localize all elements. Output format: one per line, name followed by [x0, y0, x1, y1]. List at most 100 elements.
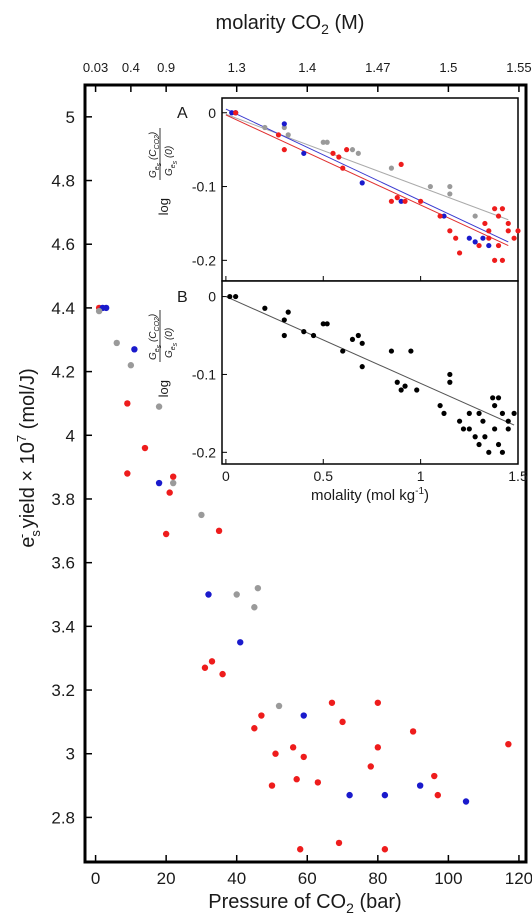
data-point: [170, 473, 177, 480]
inset-data-point: [466, 426, 472, 432]
inset-data-point: [437, 402, 443, 409]
data-point: [289, 744, 297, 751]
data-point: [293, 776, 300, 783]
data-point: [381, 846, 389, 853]
data-point: [198, 511, 205, 519]
inset-a-panel-label: A: [177, 105, 188, 122]
svg-text:Ges (0): Ges (0): [164, 146, 179, 176]
inset-data-point: [427, 183, 433, 190]
data-point: [102, 304, 110, 312]
inset-data-point: [398, 161, 404, 168]
data-point: [170, 479, 177, 487]
inset-data-point: [340, 165, 346, 171]
y-tick-label: 3.8: [51, 490, 75, 509]
x-tick-label: 60: [298, 869, 317, 888]
data-point: [141, 444, 149, 452]
inset-data-point: [388, 198, 395, 204]
inset-b-axes: 0 -0.1 -0.2 0 0.5 1 1.5: [192, 289, 528, 484]
inset-data-point: [408, 348, 414, 354]
data-point: [339, 718, 346, 726]
inset-a-points: [225, 108, 521, 263]
inset-data-point: [301, 150, 307, 156]
inset-data-point: [402, 383, 408, 389]
top-tick-label: 0.4: [122, 60, 140, 75]
inset-data-point: [359, 340, 365, 346]
inset-data-point: [301, 329, 307, 335]
inset-data-point: [460, 426, 467, 432]
inset-x-tick-label: 0: [222, 468, 230, 484]
data-point: [300, 753, 307, 761]
top-axis: 0.03 0.4 0.9 1.3 1.4 1.47 1.5 1.55: [83, 60, 532, 92]
top-tick-label: 1.5: [439, 60, 457, 75]
inset-data-point: [456, 250, 463, 256]
inset-b-panel-label: B: [177, 289, 188, 306]
x-tick-label: 120: [505, 869, 532, 888]
data-point: [215, 527, 223, 535]
x-tick-label: 40: [227, 869, 246, 888]
inset-data-point: [281, 124, 287, 131]
data-point: [205, 591, 212, 598]
main-points: [95, 304, 512, 853]
inset-data-point: [492, 426, 498, 432]
top-tick-label: 1.4: [298, 60, 316, 75]
data-point: [162, 530, 170, 538]
y-tick-label: 4.8: [51, 172, 75, 191]
inset-data-point: [495, 213, 502, 219]
inset-data-point: [388, 348, 395, 354]
inset-data-point: [355, 150, 361, 156]
inset-data-point: [515, 228, 521, 234]
data-point: [505, 740, 512, 748]
inset-data-point: [499, 449, 506, 455]
y-tick-label: 5: [66, 108, 75, 127]
inset-data-point: [437, 213, 443, 219]
x-tick-label: 0: [91, 869, 100, 888]
data-point: [416, 782, 424, 789]
inset-y-tick-label: -0.1: [192, 179, 216, 195]
inset-y-tick-label: 0: [208, 105, 216, 121]
inset-data-point: [486, 449, 492, 455]
inset-data-point: [355, 332, 361, 339]
data-point: [297, 846, 304, 853]
inset-data-point: [505, 426, 511, 432]
inset-data-point: [336, 154, 342, 160]
x-tick-label: 80: [368, 869, 387, 888]
data-point: [328, 699, 336, 706]
y-tick-label: 3.2: [51, 681, 75, 700]
inset-data-point: [441, 213, 447, 219]
data-point: [409, 728, 417, 735]
top-tick-label: 1.47: [365, 60, 390, 75]
inset-data-point: [447, 228, 453, 234]
data-point: [300, 712, 307, 719]
inset-data-point: [453, 235, 459, 241]
top-tick-label: 1.3: [228, 60, 246, 75]
data-point: [237, 639, 244, 646]
data-point: [268, 782, 276, 789]
data-point: [251, 604, 258, 611]
inset-data-point: [499, 206, 506, 212]
svg-text:Ges (0): Ges (0): [164, 328, 179, 358]
inset-data-point: [285, 132, 291, 138]
inset-data-point: [499, 410, 506, 416]
data-point: [272, 750, 279, 757]
inset-b-points: [225, 293, 517, 455]
inset-data-point: [398, 387, 404, 393]
inset-data-point: [320, 139, 326, 145]
inset-data-point: [418, 198, 424, 204]
fit-line: [225, 108, 509, 243]
inset-y-tick-label: -0.2: [192, 444, 216, 460]
fit-line: [225, 114, 509, 247]
inset-data-point: [505, 228, 511, 234]
svg-text:log: log: [156, 380, 171, 397]
inset-data-point: [472, 239, 478, 245]
inset-data-point: [320, 321, 326, 327]
y-tick-label: 3.6: [51, 554, 75, 573]
y-tick-label: 2.8: [51, 808, 75, 827]
inset-x-tick-label: 1.5: [508, 468, 528, 484]
fit-line: [225, 296, 515, 426]
inset-data-point: [344, 147, 350, 153]
svg-text:Ges (CCO2): Ges (CCO2): [148, 132, 163, 178]
data-point: [374, 744, 382, 751]
main-plot-frame: [83, 83, 528, 864]
inset-data-point: [495, 242, 502, 249]
